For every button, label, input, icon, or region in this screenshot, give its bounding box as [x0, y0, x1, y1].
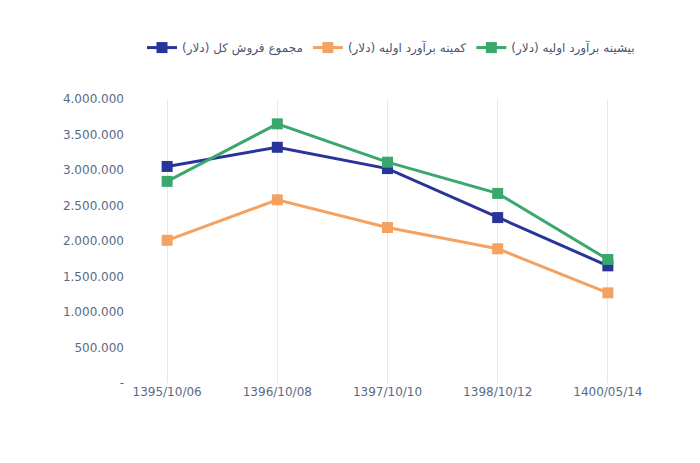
svg-text:2.500.000: 2.500.000	[63, 199, 124, 213]
svg-text:3.000.000: 3.000.000	[63, 163, 124, 177]
svg-text:1400/05/14: 1400/05/14	[573, 385, 642, 399]
svg-text:2.000.000: 2.000.000	[63, 234, 124, 248]
svg-text:1.500.000: 1.500.000	[63, 270, 124, 284]
svg-text:1398/10/12: 1398/10/12	[463, 385, 532, 399]
svg-text:1396/10/08: 1396/10/08	[243, 385, 312, 399]
svg-text:1.000.000: 1.000.000	[63, 305, 124, 319]
svg-text:3.500.000: 3.500.000	[63, 128, 124, 142]
svg-text:500.000: 500.000	[74, 341, 124, 355]
svg-text:بیشینه برآورد اولیه (دلار): بیشینه برآورد اولیه (دلار)	[511, 40, 634, 56]
svg-text:-: -	[120, 376, 124, 390]
svg-text:1395/10/06: 1395/10/06	[133, 385, 202, 399]
svg-text:کمینه برآورد اولیه (دلار): کمینه برآورد اولیه (دلار)	[348, 40, 466, 56]
svg-text:مجموع فروش کل (دلار): مجموع فروش کل (دلار)	[182, 41, 303, 56]
svg-text:1397/10/10: 1397/10/10	[353, 385, 422, 399]
svg-text:4.000.000: 4.000.000	[63, 92, 124, 106]
